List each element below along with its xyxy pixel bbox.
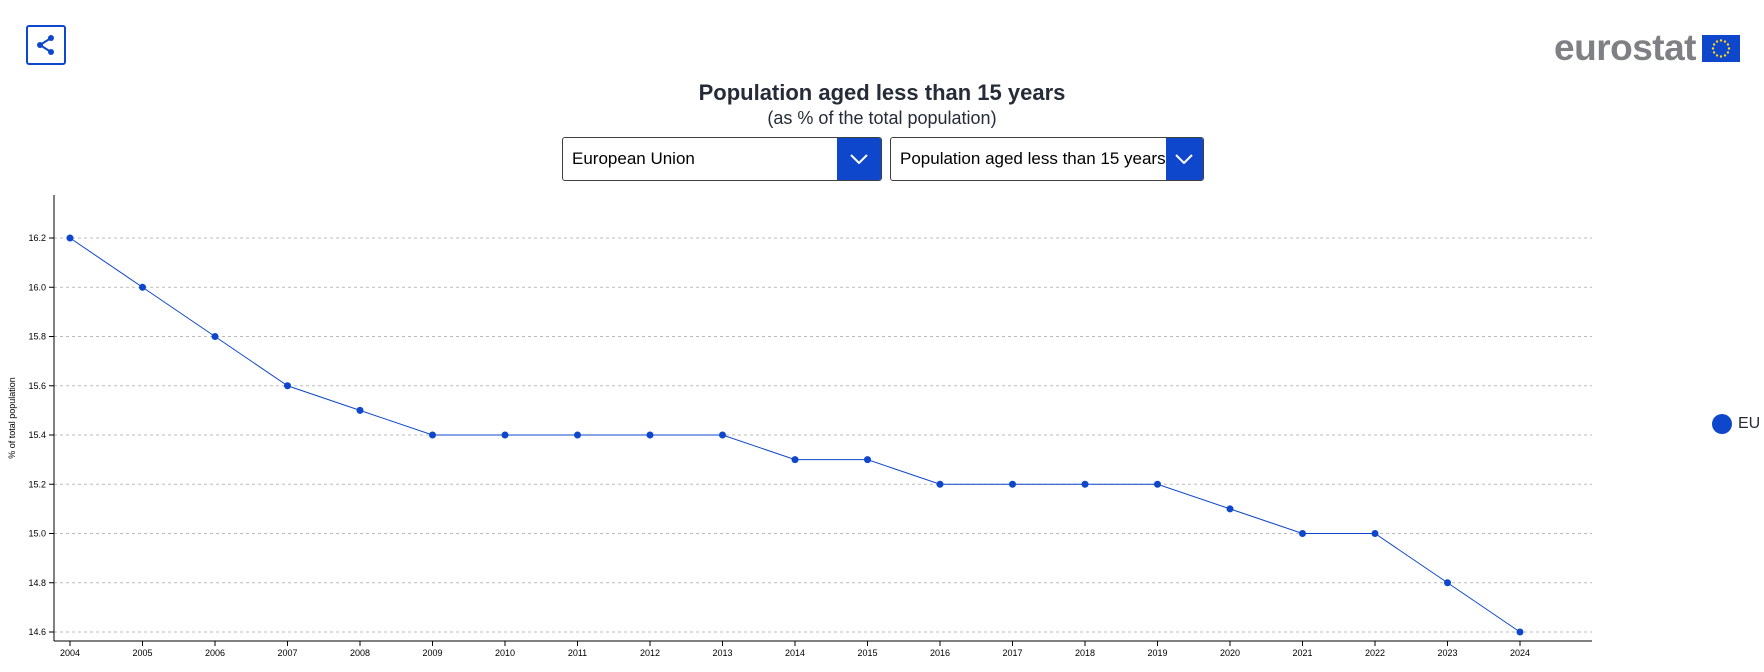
x-tick-label: 2010 <box>495 648 515 658</box>
data-point <box>936 480 944 488</box>
data-point <box>791 456 799 464</box>
data-point <box>139 283 146 291</box>
y-tick-label: 16.0 <box>28 282 46 292</box>
data-point <box>1371 530 1379 537</box>
y-tick-label: 14.8 <box>28 578 46 588</box>
share-button[interactable] <box>26 25 66 65</box>
y-tick-label: 15.8 <box>28 332 46 342</box>
data-point <box>1226 505 1234 513</box>
geo-select-toggle[interactable] <box>837 138 881 180</box>
x-tick-label: 2023 <box>1437 648 1457 658</box>
x-tick-label: 2024 <box>1510 648 1530 658</box>
y-tick-label: 15.2 <box>28 479 46 489</box>
data-point <box>719 431 726 439</box>
data-point <box>864 456 871 464</box>
legend-marker <box>1712 414 1732 434</box>
data-point <box>574 431 581 439</box>
x-tick-label: 2020 <box>1220 648 1240 658</box>
indicator-select-value: Population aged less than 15 years <box>900 149 1166 168</box>
data-point <box>66 234 74 242</box>
data-point <box>284 382 291 390</box>
y-tick-label: 15.0 <box>28 529 46 539</box>
y-tick-label: 16.2 <box>28 233 46 243</box>
data-point <box>1009 480 1016 488</box>
legend-item-eu[interactable]: EU <box>1712 414 1760 434</box>
data-point <box>1299 530 1306 537</box>
x-tick-label: 2007 <box>277 648 297 658</box>
data-point <box>1154 480 1161 488</box>
x-tick-label: 2018 <box>1075 648 1095 658</box>
y-axis-label: % of total population <box>7 377 17 459</box>
x-tick-label: 2019 <box>1147 648 1167 658</box>
eurostat-logo: eurostat <box>1554 28 1740 68</box>
x-tick-label: 2015 <box>857 648 877 658</box>
x-tick-label: 2013 <box>712 648 732 658</box>
x-tick-label: 2016 <box>930 648 950 658</box>
x-tick-label: 2021 <box>1292 648 1312 658</box>
data-point <box>1444 579 1451 587</box>
x-tick-label: 2004 <box>60 648 80 658</box>
chevron-down-icon <box>1175 154 1193 164</box>
chevron-down-icon <box>850 154 868 164</box>
chart-title: Population aged less than 15 years <box>698 80 1066 105</box>
x-tick-label: 2012 <box>640 648 660 658</box>
y-tick-label: 15.6 <box>28 381 46 391</box>
indicator-select-toggle[interactable] <box>1165 138 1203 180</box>
data-point <box>356 406 364 414</box>
eu-flag-icon <box>1702 34 1740 62</box>
data-point <box>1516 628 1524 636</box>
x-tick-label: 2011 <box>568 648 587 658</box>
indicator-select[interactable]: Population aged less than 15 years <box>890 137 1204 181</box>
geo-select[interactable]: European Union <box>562 137 882 181</box>
chart-subtitle: (as % of the total population) <box>767 108 997 128</box>
x-tick-label: 2008 <box>350 648 370 658</box>
x-tick-label: 2009 <box>422 648 442 658</box>
x-tick-label: 2017 <box>1002 648 1022 658</box>
data-point <box>429 431 436 439</box>
x-tick-label: 2022 <box>1365 648 1385 658</box>
geo-select-value: European Union <box>572 149 695 168</box>
x-tick-label: 2006 <box>205 648 225 658</box>
data-point <box>646 431 654 439</box>
data-point <box>501 431 509 439</box>
y-tick-label: 14.6 <box>28 627 46 637</box>
logo-text: eurostat <box>1554 27 1696 68</box>
x-tick-label: 2005 <box>132 648 152 658</box>
share-icon <box>37 35 54 55</box>
x-tick-label: 2014 <box>785 648 805 658</box>
data-point <box>1081 480 1089 488</box>
data-point <box>211 333 219 340</box>
y-tick-label: 15.4 <box>28 430 46 440</box>
legend-label: EU <box>1738 415 1761 432</box>
